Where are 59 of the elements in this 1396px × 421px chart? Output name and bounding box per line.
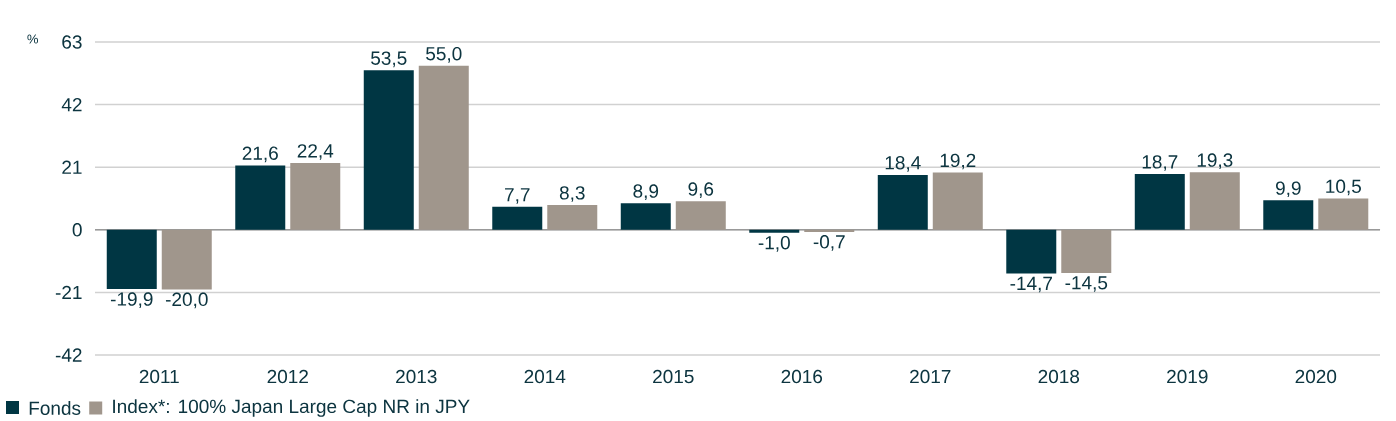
bar xyxy=(492,206,543,230)
data-label: -20,0 xyxy=(165,292,208,309)
data-label: 7,7 xyxy=(505,188,530,204)
y-axis-title: % xyxy=(27,34,39,44)
x-tick-label: 2012 xyxy=(267,369,308,384)
bar xyxy=(1318,198,1369,230)
y-tick-label: 21 xyxy=(62,160,82,174)
y-tick-label: 63 xyxy=(62,35,82,49)
bar xyxy=(1061,229,1112,274)
data-label: 9,6 xyxy=(688,182,714,198)
bar xyxy=(1263,200,1314,230)
data-label: 18,7 xyxy=(1142,155,1178,171)
bar xyxy=(235,165,286,230)
x-tick-label: 2018 xyxy=(1038,369,1080,384)
bar xyxy=(932,172,983,230)
data-label: 55,0 xyxy=(426,46,462,63)
data-label: 8,3 xyxy=(559,186,585,202)
data-label: -14,5 xyxy=(1065,276,1108,292)
data-label: 19,3 xyxy=(1197,153,1233,170)
bar xyxy=(547,205,598,230)
x-tick-label: 2014 xyxy=(524,369,566,384)
legend-label: Index*: 100% Japan Large Cap NR in JPY xyxy=(113,399,470,417)
bar xyxy=(1189,172,1240,230)
bar xyxy=(877,174,928,230)
bar xyxy=(620,203,671,230)
data-label: 19,2 xyxy=(940,153,976,170)
data-label: 10,5 xyxy=(1326,179,1361,196)
y-tick-label: -42 xyxy=(55,348,82,362)
bar xyxy=(749,229,800,233)
x-tick-label: 2015 xyxy=(653,369,694,384)
data-label: 21,6 xyxy=(242,146,278,163)
bar xyxy=(1134,174,1185,230)
y-tick-label: 42 xyxy=(61,97,82,112)
bar xyxy=(1006,229,1057,274)
data-label: 53,5 xyxy=(371,51,407,68)
bar xyxy=(418,65,469,230)
data-label: 22,4 xyxy=(297,144,334,160)
y-tick-label: -21 xyxy=(55,285,82,300)
bar xyxy=(675,201,726,230)
bar xyxy=(363,70,414,230)
data-label: 9,9 xyxy=(1275,181,1301,198)
data-label: 18,4 xyxy=(885,156,921,172)
bar xyxy=(804,229,855,232)
x-tick-label: 2020 xyxy=(1295,369,1337,384)
x-tick-label: 2016 xyxy=(781,369,823,384)
x-tick-label: 2013 xyxy=(396,369,437,384)
data-label: -19,9 xyxy=(110,292,153,309)
data-label: -0,7 xyxy=(813,235,845,251)
bar xyxy=(161,229,212,290)
x-tick-label: 2017 xyxy=(910,369,951,384)
bar xyxy=(106,229,157,290)
data-label: 8,9 xyxy=(633,184,659,201)
x-tick-label: 2011 xyxy=(139,369,179,384)
y-tick-label: 0 xyxy=(72,223,82,237)
data-label: -1,0 xyxy=(758,235,790,252)
x-tick-label: 2019 xyxy=(1167,369,1208,384)
legend-label: Fonds xyxy=(29,401,81,415)
data-label: -14,7 xyxy=(1010,276,1052,293)
bar xyxy=(290,163,341,230)
